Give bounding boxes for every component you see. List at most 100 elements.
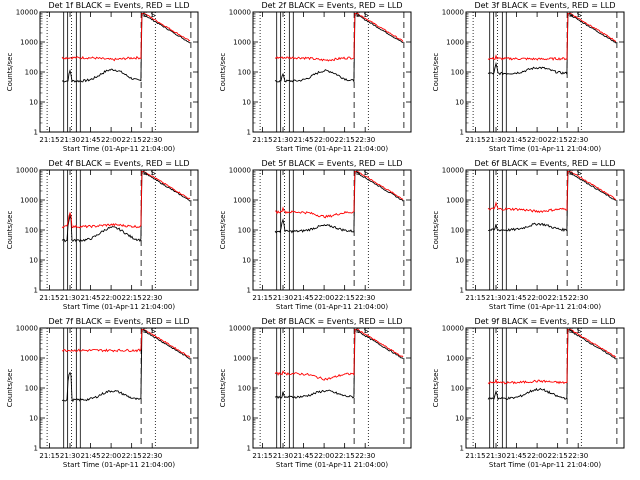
annotation-label: S [356,327,361,335]
x-axis-label: Start Time (01-Apr-11 21:04:00) [63,461,175,469]
x-tick-label: 22:15 [335,136,355,144]
series-line-events [487,14,617,76]
y-axis-label: Counts/sec [219,211,227,250]
y-tick-label: 10000 [442,325,464,333]
annotation-label: S [364,169,369,177]
x-tick-label: 21:30 [486,452,506,460]
series-line-lld [487,328,617,385]
x-tick-label: 22:00 [101,452,121,460]
x-tick-label: 21:15 [465,136,485,144]
annotation-label: S [143,327,148,335]
x-tick-label: 22:15 [122,294,142,302]
x-tick-label: 22:00 [527,294,547,302]
y-tick-label: 10 [242,415,251,423]
x-tick-label: 22:00 [314,136,334,144]
series-line-lld [274,12,404,62]
x-tick-label: 21:30 [486,136,506,144]
series-line-events [274,14,404,84]
x-tick-label: 21:30 [60,294,80,302]
y-tick-label: 100 [238,227,251,235]
chart-title: Det 3f BLACK = Events, RED = LLD [474,1,615,10]
x-tick-label: 22:15 [548,136,568,144]
series-line-events [487,330,617,401]
chart-title: Det 4f BLACK = Events, RED = LLD [48,159,189,168]
x-tick-label: 21:30 [273,452,293,460]
x-tick-label: 21:15 [39,294,59,302]
x-tick-label: 21:30 [273,136,293,144]
annotation-label: S [143,169,148,177]
chart-title: Det 7f BLACK = Events, RED = LLD [48,317,189,326]
y-tick-label: 100 [451,227,464,235]
series-line-lld [274,328,404,381]
x-axis-label: Start Time (01-Apr-11 21:04:00) [489,461,601,469]
annotation-label: S [569,327,574,335]
y-axis-label: Counts/sec [432,369,440,408]
chart-panel-8: Det 8f BLACK = Events, RED = LLD 1 10 100 10… [219,317,412,469]
annotation-label: S [151,327,156,335]
x-tick-label: 22:30 [568,294,588,302]
chart-panel-3: Det 3f BLACK = Events, RED = LLD 1 10 100 10… [432,1,625,153]
series-line-lld [61,12,191,62]
y-tick-label: 10000 [16,325,38,333]
y-tick-label: 1000 [20,197,38,205]
y-tick-label: 1000 [233,355,251,363]
y-tick-label: 1000 [233,197,251,205]
x-tick-label: 22:15 [548,294,568,302]
x-tick-label: 21:15 [252,294,272,302]
y-tick-label: 10 [29,257,38,265]
annotation-label: S [569,169,574,177]
x-tick-label: 22:00 [101,136,121,144]
y-tick-label: 10 [242,257,251,265]
y-axis-label: Counts/sec [6,211,14,250]
y-tick-label: 100 [238,69,251,77]
x-tick-label: 22:00 [101,294,121,302]
annotation-label: S [364,11,369,19]
y-tick-label: 1 [247,445,251,453]
y-tick-label: 1 [460,445,464,453]
x-tick-label: 21:45 [80,294,100,302]
y-tick-label: 10000 [16,167,38,175]
chart-panel-1: Det 1f BLACK = Events, RED = LLD 1 10 100 10… [6,1,199,153]
y-axis-label: Counts/sec [219,369,227,408]
y-axis-label: Counts/sec [432,53,440,92]
annotation-label: S [577,169,582,177]
y-tick-label: 10000 [442,167,464,175]
series-line-lld [61,170,191,229]
series-line-events [61,330,191,403]
y-tick-label: 10000 [229,167,251,175]
y-tick-label: 10 [29,415,38,423]
y-tick-label: 10000 [229,325,251,333]
series-line-events [62,14,191,83]
x-tick-label: 21:45 [80,452,100,460]
chart-panel-5: Det 5f BLACK = Events, RED = LLD 1 10 100 10… [219,159,412,311]
y-tick-label: 10000 [229,9,251,17]
x-tick-label: 22:30 [142,452,162,460]
x-tick-label: 22:00 [314,452,334,460]
series-line-events [274,330,404,400]
y-axis-label: Counts/sec [432,211,440,250]
x-tick-label: 21:30 [486,294,506,302]
x-axis-label: Start Time (01-Apr-11 21:04:00) [63,303,175,311]
x-tick-label: 21:45 [293,294,313,302]
y-tick-label: 1000 [446,39,464,47]
x-tick-label: 22:30 [142,136,162,144]
y-tick-label: 1 [460,129,464,137]
y-axis-label: Counts/sec [6,53,14,92]
x-tick-label: 21:15 [39,452,59,460]
x-tick-label: 21:45 [506,294,526,302]
x-tick-label: 21:45 [293,452,313,460]
x-tick-label: 21:45 [293,136,313,144]
y-tick-label: 1000 [446,197,464,205]
x-axis-label: Start Time (01-Apr-11 21:04:00) [63,145,175,153]
y-tick-label: 1 [34,129,38,137]
chart-title: Det 6f BLACK = Events, RED = LLD [474,159,615,168]
x-tick-label: 22:00 [527,136,547,144]
x-axis-label: Start Time (01-Apr-11 21:04:00) [489,303,601,311]
x-tick-label: 22:00 [527,452,547,460]
chart-panel-9: Det 9f BLACK = Events, RED = LLD 1 10 100 10… [432,317,625,469]
y-tick-label: 100 [238,385,251,393]
x-tick-label: 21:30 [60,452,80,460]
x-tick-label: 21:45 [80,136,100,144]
x-axis-label: Start Time (01-Apr-11 21:04:00) [276,461,388,469]
y-tick-label: 10 [455,99,464,107]
